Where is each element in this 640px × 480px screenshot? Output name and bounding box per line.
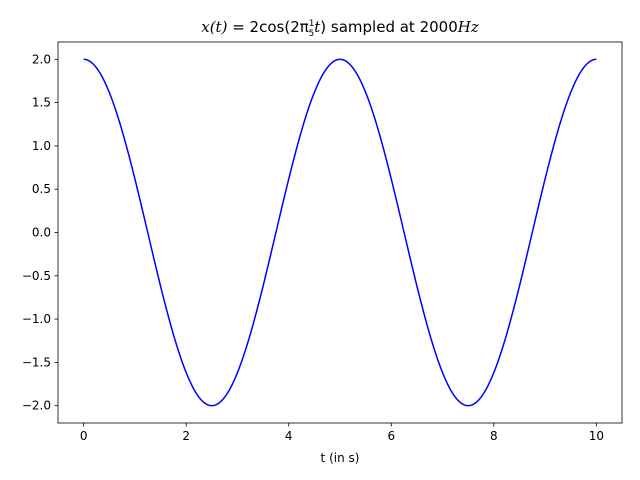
chart-title: x(t) = 2cos(2π1 5t) sampled at 2000Hz	[201, 18, 479, 39]
x-tick-label: 10	[589, 429, 604, 443]
x-tick-label: 2	[182, 429, 190, 443]
y-tick-label: 0.5	[32, 182, 51, 196]
x-tick-label: 6	[387, 429, 395, 443]
x-tick-label: 4	[285, 429, 293, 443]
y-tick-label: −0.5	[22, 269, 51, 283]
y-tick-label: −2.0	[22, 399, 51, 413]
y-tick-label: 1.0	[32, 139, 51, 153]
y-tick-label: 0.0	[32, 226, 51, 240]
x-axis-label: t (in s)	[321, 451, 360, 465]
y-tick-label: 1.5	[32, 96, 51, 110]
y-axis-ticks: −2.0 −1.5 −1.0 −0.5 0.0 0.5 1.0 1.5 2.0	[22, 52, 58, 413]
y-tick-label: 2.0	[32, 52, 51, 66]
x-tick-label: 8	[490, 429, 498, 443]
x-axis-ticks: 0 2 4 6 8 10	[80, 423, 604, 443]
x-tick-label: 0	[80, 429, 88, 443]
y-tick-label: −1.0	[22, 312, 51, 326]
y-tick-label: −1.5	[22, 355, 51, 369]
series-line	[83, 58, 597, 407]
plot-area-frame	[57, 41, 623, 424]
